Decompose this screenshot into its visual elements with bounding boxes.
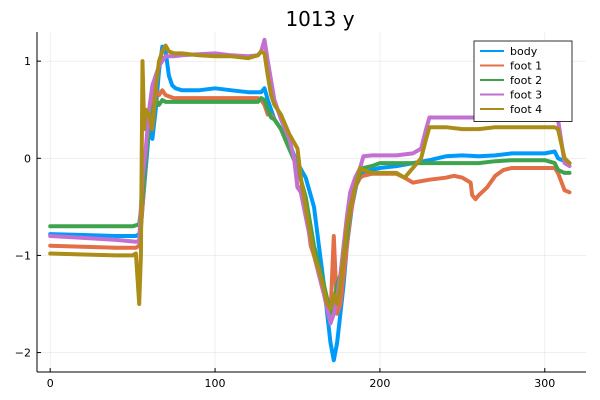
legend-label: foot 3 [510, 89, 542, 102]
series-line-foot-1 [48, 88, 572, 316]
legend-label: foot 4 [510, 103, 542, 116]
legend-label: body [510, 45, 538, 58]
legend-label: foot 2 [510, 74, 542, 87]
series-line-foot-2 [48, 96, 572, 316]
y-tick-label: 0 [24, 152, 31, 165]
x-tick-label: 200 [369, 377, 390, 390]
x-tick-label: 100 [205, 377, 226, 390]
plot-axes [36, 32, 586, 373]
legend-box [473, 40, 573, 122]
y-tick-label: 1 [24, 55, 31, 68]
chart-title: 1013 y [285, 7, 354, 31]
series-lines [48, 37, 572, 363]
x-tick-label: 0 [47, 377, 54, 390]
y-axis-ticks: −2 −1 0 1 [15, 55, 41, 360]
y-tick-label: −2 [15, 347, 31, 360]
x-axis-ticks: 0 100 200 300 [47, 368, 555, 390]
x-tick-label: 300 [534, 377, 555, 390]
legend-label: foot 1 [510, 60, 542, 73]
series-line-foot-4 [48, 43, 572, 311]
y-tick-label: −1 [15, 249, 31, 262]
